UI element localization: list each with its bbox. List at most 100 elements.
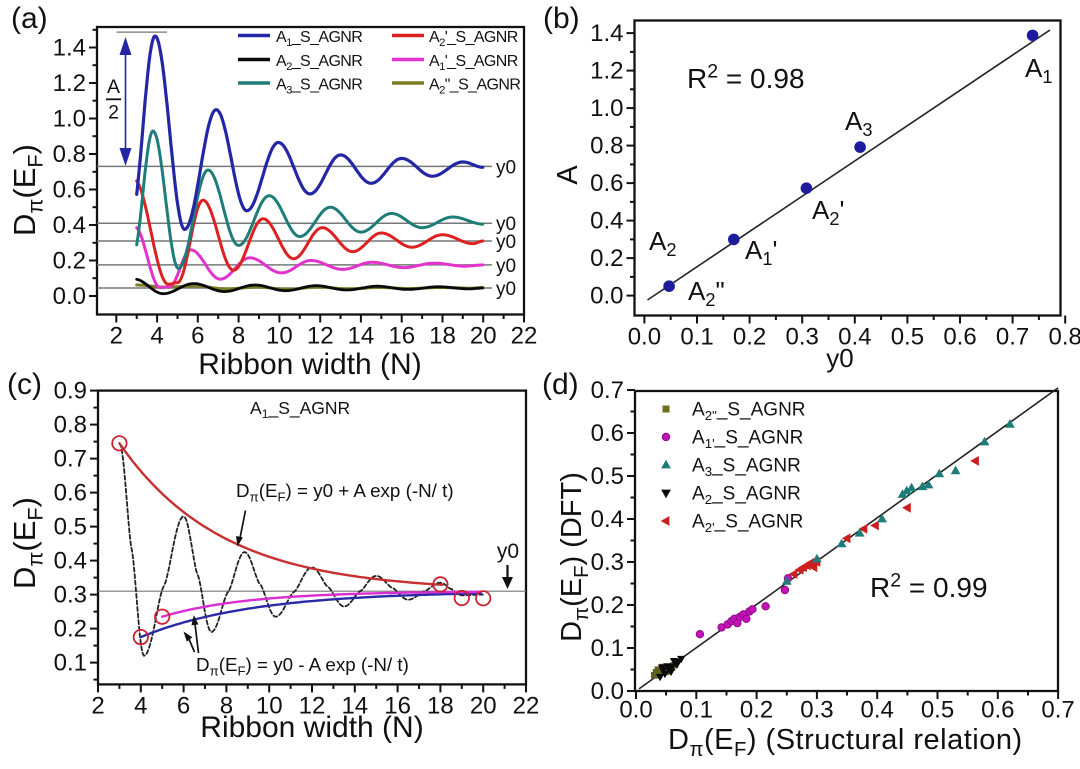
svg-text:Dπ(EF) (Structural relation): Dπ(EF) (Structural relation) <box>668 724 1023 761</box>
svg-text:0.8: 0.8 <box>1049 324 1080 351</box>
svg-text:0.4: 0.4 <box>54 548 87 575</box>
svg-text:A1'_S_AGNR: A1'_S_AGNR <box>692 428 803 452</box>
svg-text:4: 4 <box>150 323 163 350</box>
svg-text:0.2: 0.2 <box>53 248 86 275</box>
svg-text:2: 2 <box>108 102 119 124</box>
svg-text:A2_S_AGNR: A2_S_AGNR <box>692 484 801 508</box>
svg-text:0.1: 0.1 <box>54 650 87 677</box>
svg-text:0.6: 0.6 <box>590 170 623 197</box>
svg-text:A2"_S_AGNR: A2"_S_AGNR <box>429 77 520 97</box>
svg-text:0.6: 0.6 <box>54 480 87 507</box>
svg-text:0.6: 0.6 <box>943 324 976 351</box>
svg-text:10: 10 <box>266 323 293 350</box>
svg-text:y0: y0 <box>496 232 516 253</box>
svg-text:A1_S_AGNR: A1_S_AGNR <box>250 398 350 421</box>
svg-text:0.8: 0.8 <box>53 141 86 168</box>
svg-text:14: 14 <box>348 323 375 350</box>
svg-text:0.7: 0.7 <box>591 377 624 404</box>
svg-text:A2: A2 <box>649 226 676 260</box>
svg-text:A3_S_AGNR: A3_S_AGNR <box>692 456 801 480</box>
svg-text:Dπ(EF): Dπ(EF) <box>7 144 47 236</box>
svg-text:Dπ(EF) = y0 + A exp (-N/ t): Dπ(EF) = y0 + A exp (-N/ t) <box>236 480 454 505</box>
svg-text:0.6: 0.6 <box>981 697 1014 724</box>
svg-text:Dπ(EF): Dπ(EF) <box>7 497 47 589</box>
svg-text:0.5: 0.5 <box>54 514 87 541</box>
svg-text:16: 16 <box>388 323 415 350</box>
svg-text:18: 18 <box>429 323 456 350</box>
svg-text:1.4: 1.4 <box>53 35 86 62</box>
svg-text:0.2: 0.2 <box>740 697 773 724</box>
svg-text:0.1: 0.1 <box>680 697 713 724</box>
svg-text:6: 6 <box>191 323 204 350</box>
svg-text:A2": A2" <box>688 276 725 310</box>
svg-text:1.0: 1.0 <box>53 106 86 133</box>
svg-text:4: 4 <box>134 692 147 719</box>
svg-text:6: 6 <box>177 692 190 719</box>
svg-text:0.3: 0.3 <box>800 697 833 724</box>
svg-text:R2 = 0.99: R2 = 0.99 <box>870 569 988 603</box>
svg-text:2: 2 <box>110 323 123 350</box>
svg-text:0.4: 0.4 <box>838 324 871 351</box>
svg-text:y0: y0 <box>496 157 516 178</box>
svg-text:0.3: 0.3 <box>54 582 87 609</box>
svg-text:14: 14 <box>341 692 368 719</box>
svg-text:18: 18 <box>427 692 454 719</box>
svg-text:0.2: 0.2 <box>590 245 623 272</box>
svg-text:22: 22 <box>513 692 540 719</box>
svg-text:0.5: 0.5 <box>891 324 924 351</box>
svg-text:0.4: 0.4 <box>861 697 894 724</box>
svg-text:2: 2 <box>91 692 104 719</box>
svg-text:A1'_S_AGNR: A1'_S_AGNR <box>429 53 518 73</box>
svg-text:(d): (d) <box>542 368 579 401</box>
svg-text:0.7: 0.7 <box>1041 697 1074 724</box>
svg-text:0.0: 0.0 <box>590 283 623 310</box>
svg-text:0.5: 0.5 <box>921 697 954 724</box>
svg-text:0.7: 0.7 <box>54 446 87 473</box>
svg-text:0.2: 0.2 <box>733 324 766 351</box>
svg-text:A2'_S_AGNR: A2'_S_AGNR <box>429 29 518 49</box>
svg-text:(a): (a) <box>11 2 48 35</box>
svg-text:0.1: 0.1 <box>680 324 713 351</box>
svg-text:20: 20 <box>470 692 497 719</box>
svg-text:0.1: 0.1 <box>591 635 624 662</box>
svg-text:8: 8 <box>232 323 245 350</box>
svg-text:A1_S_AGNR: A1_S_AGNR <box>276 29 362 49</box>
svg-text:1.2: 1.2 <box>53 70 86 97</box>
svg-text:0.8: 0.8 <box>590 133 623 160</box>
svg-text:A1: A1 <box>1025 53 1052 87</box>
svg-text:20: 20 <box>470 323 497 350</box>
svg-text:0.0: 0.0 <box>619 697 652 724</box>
svg-text:A3: A3 <box>845 106 872 140</box>
svg-text:1.4: 1.4 <box>590 20 623 47</box>
svg-text:(c): (c) <box>7 368 42 401</box>
svg-text:Dπ(EF) (DFT): Dπ(EF) (DFT) <box>556 472 593 642</box>
svg-text:0.5: 0.5 <box>591 463 624 490</box>
svg-text:0.6: 0.6 <box>53 177 86 204</box>
svg-text:8: 8 <box>220 692 233 719</box>
svg-text:22: 22 <box>511 323 538 350</box>
svg-text:0.0: 0.0 <box>53 283 86 310</box>
svg-text:1.2: 1.2 <box>590 58 623 85</box>
svg-text:A1': A1' <box>745 235 777 269</box>
svg-text:A2"_S_AGNR: A2"_S_AGNR <box>692 400 806 424</box>
svg-text:0.3: 0.3 <box>591 549 624 576</box>
svg-text:Ribbon width (N): Ribbon width (N) <box>200 711 423 744</box>
svg-text:A2': A2' <box>812 195 844 229</box>
svg-text:0.4: 0.4 <box>590 208 623 235</box>
svg-text:12: 12 <box>299 692 326 719</box>
svg-text:Ribbon width (N): Ribbon width (N) <box>198 348 421 381</box>
svg-text:(b): (b) <box>543 2 580 35</box>
svg-text:0.0: 0.0 <box>591 678 624 705</box>
svg-text:0.4: 0.4 <box>591 506 624 533</box>
svg-text:1.0: 1.0 <box>590 95 623 122</box>
svg-text:0.2: 0.2 <box>54 616 87 643</box>
svg-text:0.0: 0.0 <box>628 324 661 351</box>
svg-text:A3_S_AGNR: A3_S_AGNR <box>276 77 362 97</box>
svg-text:0.8: 0.8 <box>54 412 87 439</box>
svg-text:y0: y0 <box>497 540 519 563</box>
svg-text:0.2: 0.2 <box>591 592 624 619</box>
svg-text:16: 16 <box>384 692 411 719</box>
svg-text:0.6: 0.6 <box>591 420 624 447</box>
svg-text:12: 12 <box>307 323 334 350</box>
svg-text:A2_S_AGNR: A2_S_AGNR <box>276 53 362 73</box>
